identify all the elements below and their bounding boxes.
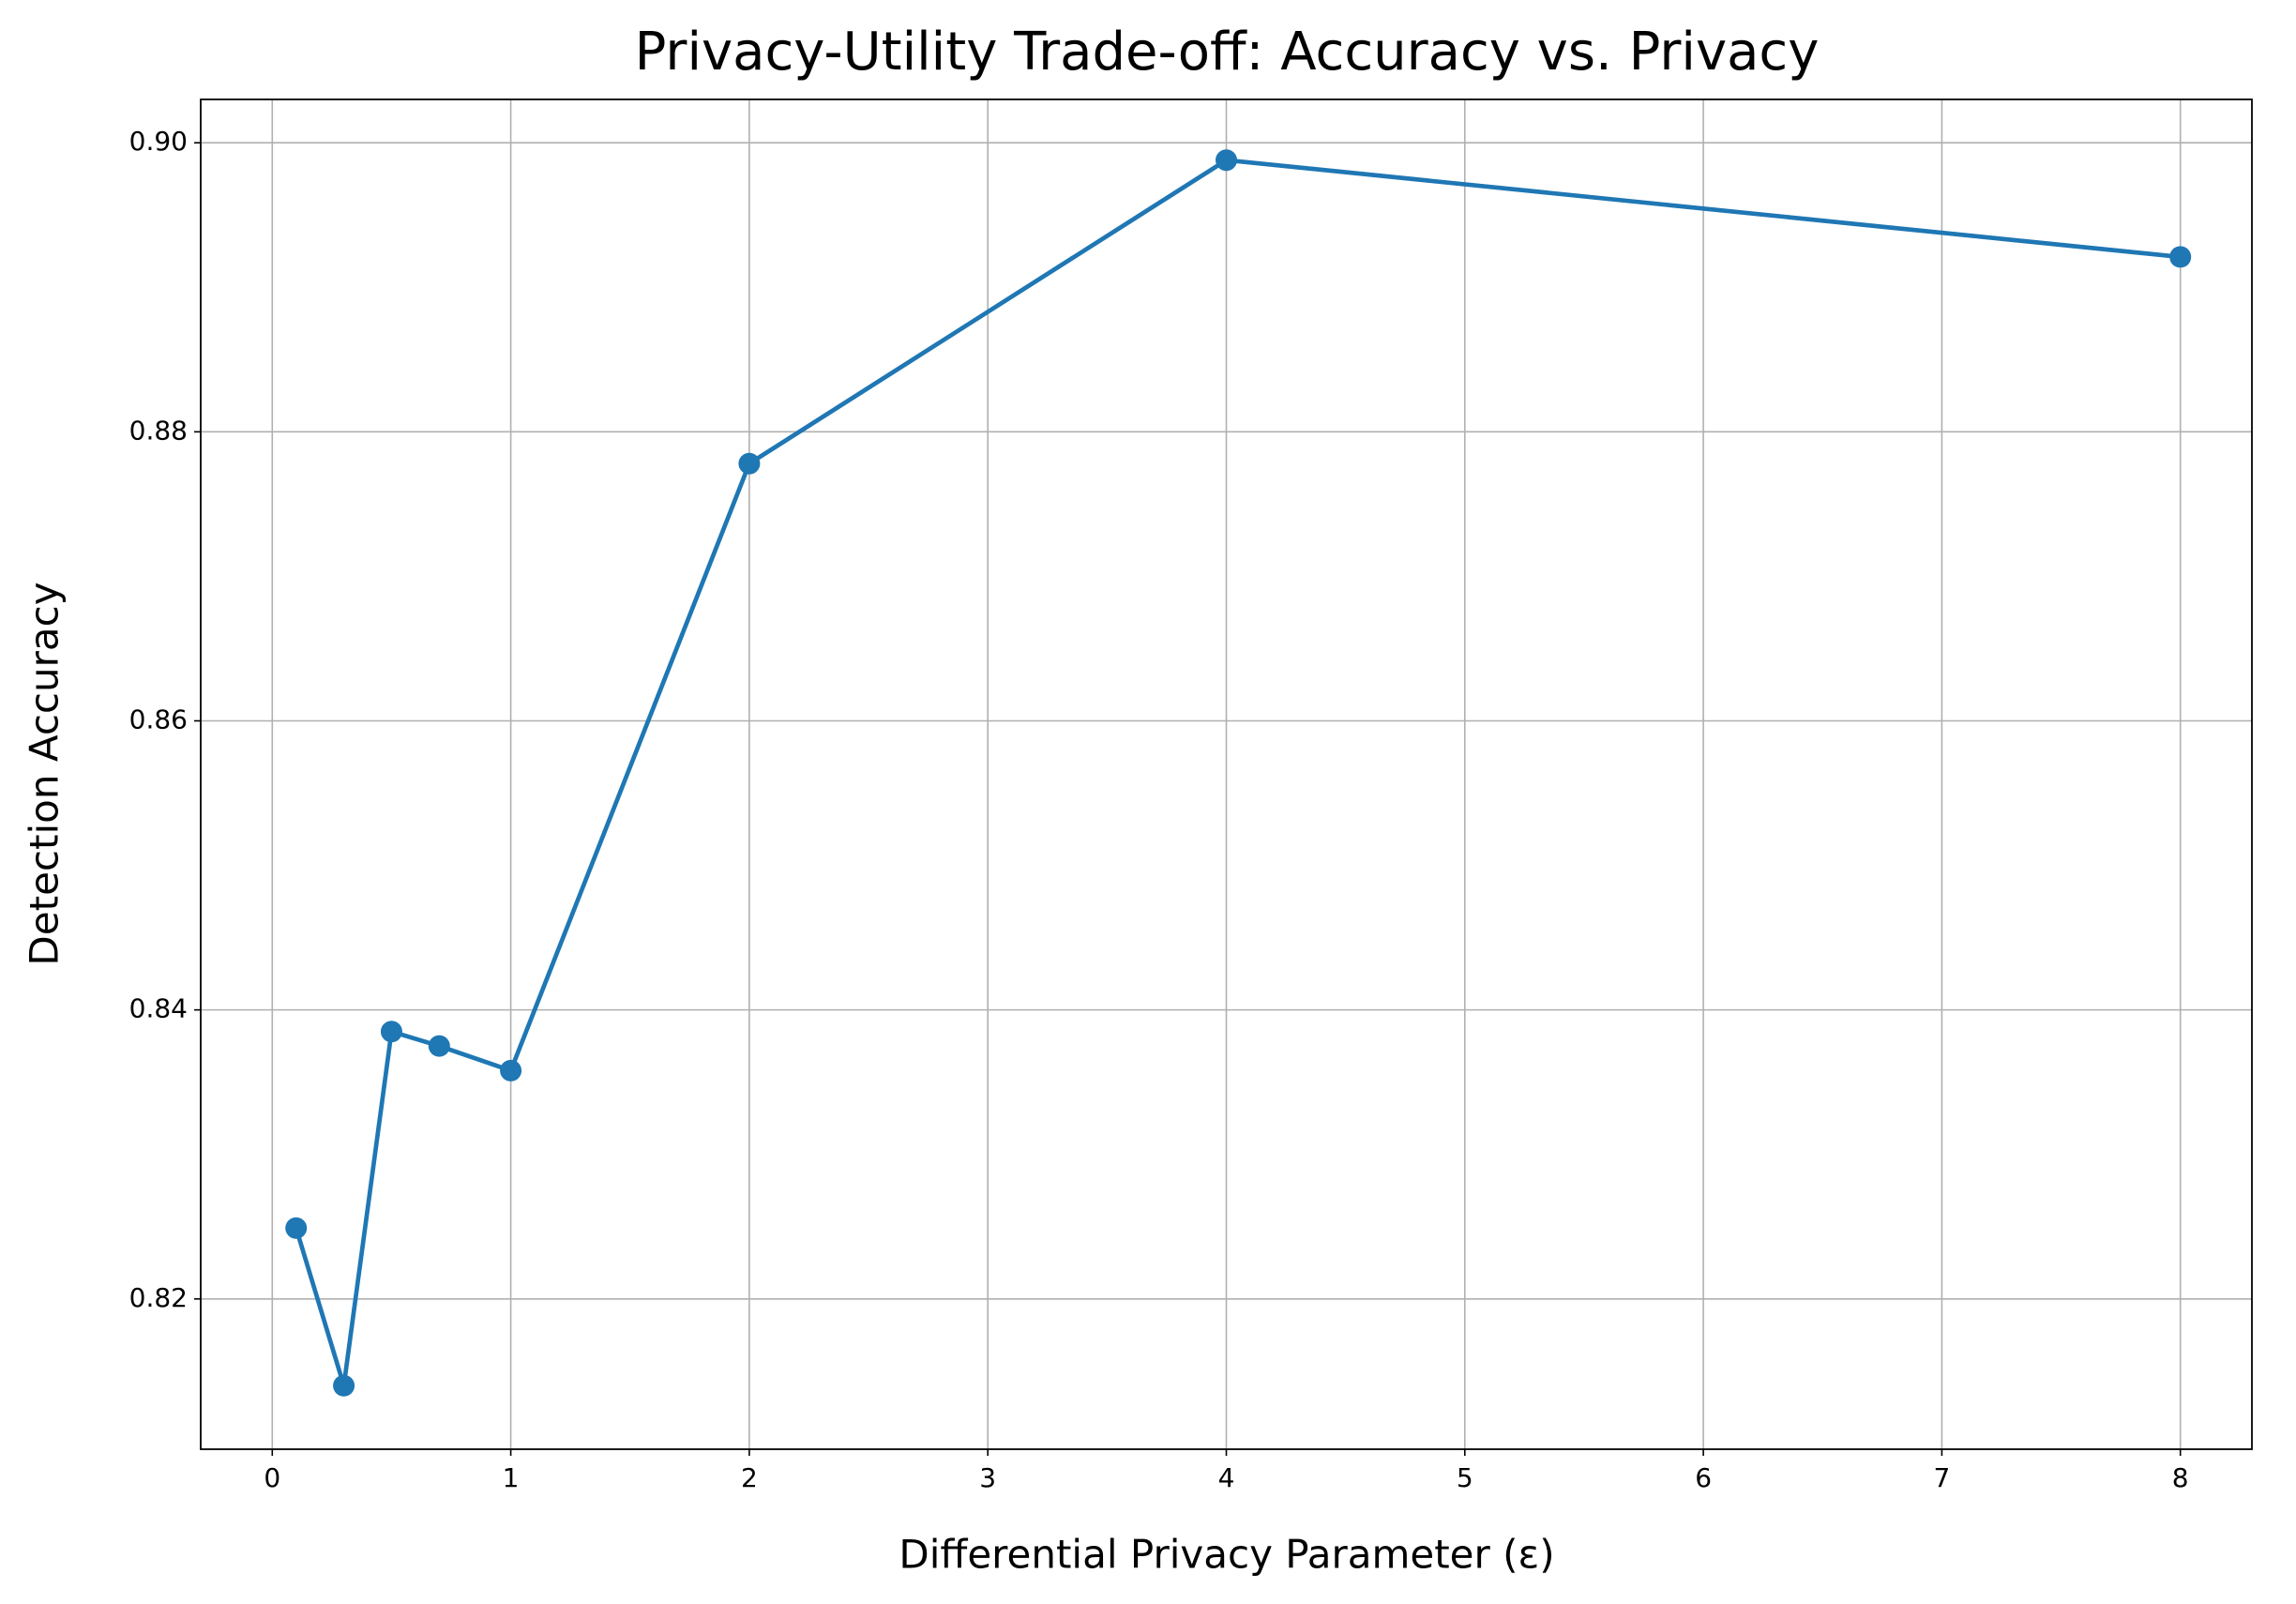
data-point [2169, 246, 2192, 268]
data-point [380, 1021, 402, 1043]
x-tick-label: 0 [264, 1462, 280, 1493]
y-tick-label: 0.90 [129, 126, 188, 157]
x-tick-label: 5 [1457, 1462, 1473, 1493]
x-tick-label: 8 [2172, 1462, 2189, 1493]
y-tick-label: 0.82 [129, 1282, 188, 1313]
x-tick-label: 2 [741, 1462, 758, 1493]
y-axis-label: Detection Accuracy [22, 582, 68, 965]
x-axis-label: Differential Privacy Parameter (ε) [899, 1532, 1554, 1578]
data-point [738, 452, 761, 475]
plot-frame [200, 98, 2253, 1450]
x-tick-label: 6 [1695, 1462, 1712, 1493]
y-tick-label: 0.86 [129, 704, 188, 734]
x-tick-label: 3 [979, 1462, 996, 1493]
data-point [1216, 149, 1237, 172]
x-tick-label: 7 [1933, 1462, 1950, 1493]
y-tick-label: 0.84 [129, 993, 188, 1024]
x-tick-label: 4 [1218, 1462, 1235, 1493]
data-point [500, 1059, 522, 1082]
chart-title: Privacy-Utility Trade-off: Accuracy vs. … [635, 22, 1820, 83]
data-point [285, 1217, 308, 1239]
data-line [293, 158, 2183, 1388]
x-tick-label: 1 [503, 1462, 520, 1493]
data-point [333, 1374, 355, 1397]
y-tick-label: 0.88 [129, 415, 188, 446]
data-point [428, 1035, 450, 1057]
